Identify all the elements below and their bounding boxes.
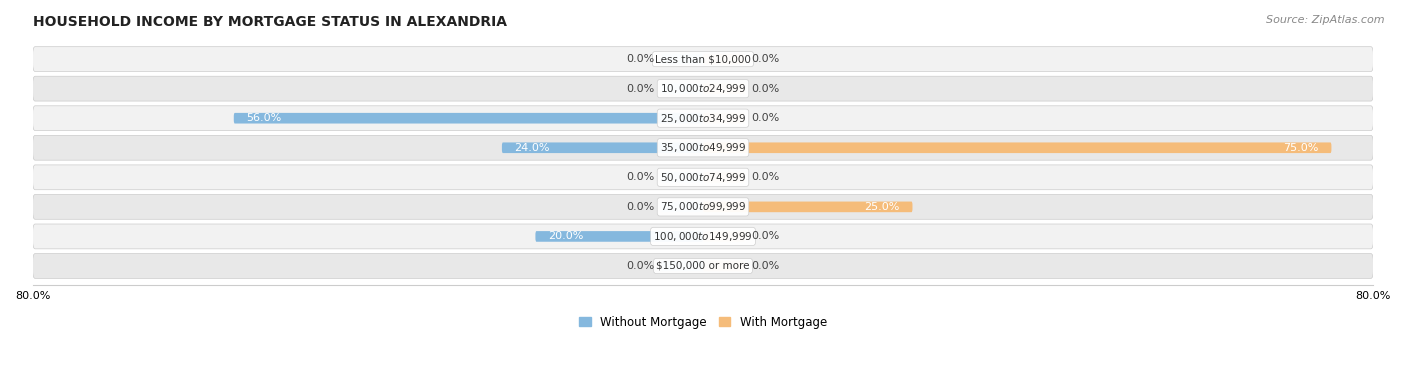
FancyBboxPatch shape [703, 113, 745, 124]
Text: HOUSEHOLD INCOME BY MORTGAGE STATUS IN ALEXANDRIA: HOUSEHOLD INCOME BY MORTGAGE STATUS IN A… [32, 15, 506, 29]
FancyBboxPatch shape [32, 224, 1374, 249]
Text: $50,000 to $74,999: $50,000 to $74,999 [659, 171, 747, 184]
FancyBboxPatch shape [32, 195, 1374, 219]
Text: 0.0%: 0.0% [752, 231, 780, 241]
Text: Source: ZipAtlas.com: Source: ZipAtlas.com [1267, 15, 1385, 25]
Text: 20.0%: 20.0% [548, 231, 583, 241]
FancyBboxPatch shape [661, 83, 703, 94]
Text: $100,000 to $149,999: $100,000 to $149,999 [654, 230, 752, 243]
Legend: Without Mortgage, With Mortgage: Without Mortgage, With Mortgage [574, 311, 832, 333]
Text: $25,000 to $34,999: $25,000 to $34,999 [659, 112, 747, 125]
FancyBboxPatch shape [703, 261, 745, 271]
Text: $75,000 to $99,999: $75,000 to $99,999 [659, 200, 747, 213]
Text: $35,000 to $49,999: $35,000 to $49,999 [659, 141, 747, 154]
FancyBboxPatch shape [661, 54, 703, 64]
Text: 56.0%: 56.0% [246, 113, 281, 123]
Text: 0.0%: 0.0% [626, 54, 654, 64]
Text: 75.0%: 75.0% [1284, 143, 1319, 153]
FancyBboxPatch shape [536, 231, 703, 242]
FancyBboxPatch shape [703, 54, 745, 64]
Text: Less than $10,000: Less than $10,000 [655, 54, 751, 64]
Text: 0.0%: 0.0% [752, 172, 780, 182]
Text: $150,000 or more: $150,000 or more [657, 261, 749, 271]
Text: 0.0%: 0.0% [752, 113, 780, 123]
FancyBboxPatch shape [661, 202, 703, 212]
FancyBboxPatch shape [32, 165, 1374, 190]
FancyBboxPatch shape [703, 83, 745, 94]
Text: 0.0%: 0.0% [752, 261, 780, 271]
Text: 24.0%: 24.0% [515, 143, 550, 153]
Text: $10,000 to $24,999: $10,000 to $24,999 [659, 82, 747, 95]
Text: 25.0%: 25.0% [865, 202, 900, 212]
FancyBboxPatch shape [661, 261, 703, 271]
Text: 0.0%: 0.0% [752, 84, 780, 93]
FancyBboxPatch shape [502, 143, 703, 153]
FancyBboxPatch shape [703, 143, 1331, 153]
FancyBboxPatch shape [32, 106, 1374, 130]
FancyBboxPatch shape [233, 113, 703, 124]
FancyBboxPatch shape [661, 172, 703, 182]
FancyBboxPatch shape [32, 47, 1374, 72]
Text: 0.0%: 0.0% [752, 54, 780, 64]
FancyBboxPatch shape [32, 76, 1374, 101]
Text: 0.0%: 0.0% [626, 202, 654, 212]
Text: 0.0%: 0.0% [626, 84, 654, 93]
FancyBboxPatch shape [32, 135, 1374, 160]
FancyBboxPatch shape [703, 202, 912, 212]
Text: 0.0%: 0.0% [626, 172, 654, 182]
FancyBboxPatch shape [703, 231, 745, 242]
FancyBboxPatch shape [703, 172, 745, 182]
Text: 0.0%: 0.0% [626, 261, 654, 271]
FancyBboxPatch shape [32, 254, 1374, 278]
